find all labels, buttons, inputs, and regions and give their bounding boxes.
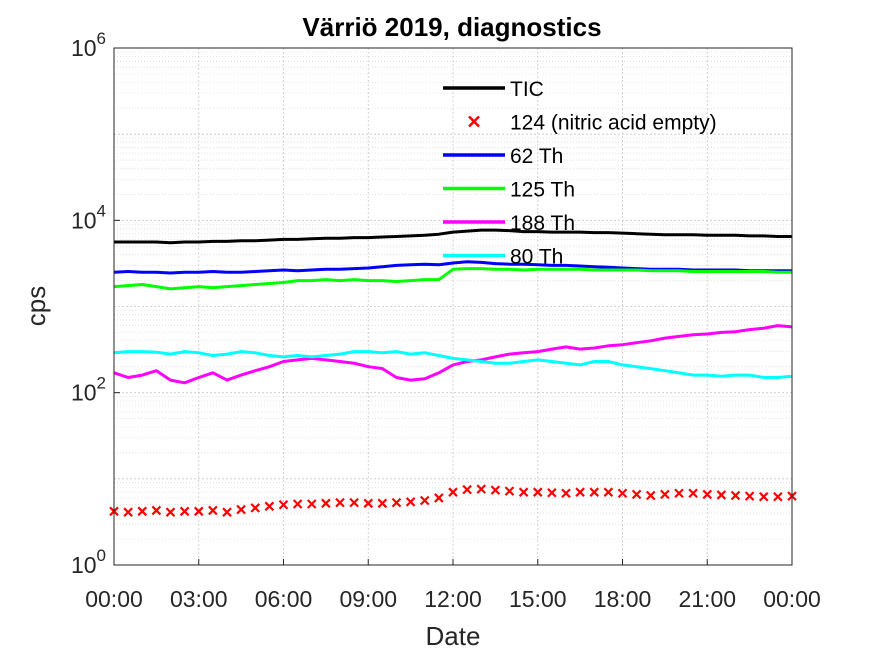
- data-point: [730, 490, 741, 501]
- data-point: [363, 498, 374, 509]
- x-tick-label: 06:00: [255, 586, 313, 612]
- data-point: [292, 499, 303, 509]
- legend-entry: 124 (nitric acid empty): [468, 112, 717, 135]
- data-point: [518, 487, 529, 497]
- data-point: [674, 488, 684, 499]
- data-point: [349, 497, 359, 508]
- legend-entry: 188 Th: [443, 212, 575, 235]
- data-point: [561, 488, 571, 499]
- legend-entry: 80 Th: [443, 246, 563, 269]
- data-point: [462, 484, 472, 495]
- data-point: [532, 487, 543, 497]
- data-point: [123, 507, 133, 517]
- y-tick-label: 104: [71, 201, 106, 233]
- data-point: [179, 506, 190, 517]
- data-point: [165, 507, 176, 517]
- x-tick-label: 00:00: [763, 586, 821, 612]
- legend-entry: 62 Th: [443, 145, 563, 168]
- data-point: [575, 487, 585, 497]
- legend-marker: [468, 115, 480, 128]
- data-point: [547, 487, 557, 498]
- data-point: [405, 497, 416, 507]
- data-point: [321, 498, 331, 509]
- legend-label: TIC: [510, 78, 544, 101]
- x-tick-label: 03:00: [170, 586, 228, 612]
- series-line-TIC: [114, 228, 792, 245]
- data-point: [660, 489, 670, 500]
- y-tick-label: 106: [71, 29, 106, 61]
- y-tick-label: 102: [71, 374, 106, 406]
- x-axis-label: Date: [426, 621, 481, 651]
- data-point: [645, 490, 656, 501]
- legend-label: 188 Th: [510, 212, 575, 235]
- data-point: [306, 499, 317, 509]
- series-line-125: [113, 267, 792, 291]
- data-point: [744, 491, 755, 501]
- data-point: [264, 501, 275, 512]
- data-point: [151, 505, 162, 516]
- legend-entry: 125 Th: [443, 179, 575, 202]
- data-point: [208, 505, 218, 516]
- x-tick-label: 21:00: [678, 586, 736, 612]
- y-axis-label: cps: [21, 286, 51, 326]
- legend-entry: TIC: [443, 78, 544, 101]
- data-point: [702, 489, 713, 500]
- legend-label: 125 Th: [510, 179, 575, 202]
- x-tick-label: 00:00: [85, 586, 143, 612]
- x-tick-label: 18:00: [594, 586, 652, 612]
- plot-series: [109, 228, 797, 517]
- data-point: [335, 497, 345, 508]
- series-line-80: [113, 350, 793, 379]
- x-tick-labels: 00:00 03:00 06:00 09:00 12:00 15:00 18:00 21:00…: [85, 559, 821, 612]
- data-point: [434, 493, 444, 503]
- legend-label: 80 Th: [510, 246, 563, 269]
- data-point: [688, 488, 698, 499]
- data-point: [773, 491, 783, 502]
- x-tick-label: 09:00: [339, 586, 397, 612]
- data-point: [476, 484, 487, 494]
- data-point: [589, 487, 600, 497]
- series-124-markers: [109, 484, 797, 517]
- data-point: [236, 504, 246, 515]
- data-point: [758, 491, 769, 502]
- legend: TIC 124 (nitric acid empty) 62 Th 125 Th 188…: [443, 78, 717, 269]
- data-point: [137, 506, 148, 517]
- data-point: [448, 487, 458, 497]
- data-point: [490, 485, 501, 495]
- data-point: [419, 495, 430, 506]
- y-tick-labels: 100 102 104 106: [71, 29, 120, 578]
- data-point: [377, 498, 388, 509]
- data-point: [391, 497, 402, 508]
- data-point: [278, 499, 289, 510]
- x-tick-label: 12:00: [424, 586, 482, 612]
- legend-label: 124 (nitric acid empty): [510, 112, 717, 135]
- y-tick-label: 100: [71, 546, 106, 578]
- chart-title: Värriö 2019, diagnostics: [302, 12, 601, 42]
- x-tick-label: 15:00: [509, 586, 567, 612]
- series-line-188: [113, 324, 793, 385]
- data-point: [631, 489, 642, 500]
- legend-label: 62 Th: [510, 145, 563, 168]
- data-point: [716, 490, 727, 500]
- data-point: [617, 488, 628, 499]
- data-point: [603, 487, 614, 497]
- data-point: [193, 506, 204, 517]
- data-point: [504, 486, 515, 496]
- data-point: [222, 507, 232, 517]
- data-point: [250, 503, 261, 513]
